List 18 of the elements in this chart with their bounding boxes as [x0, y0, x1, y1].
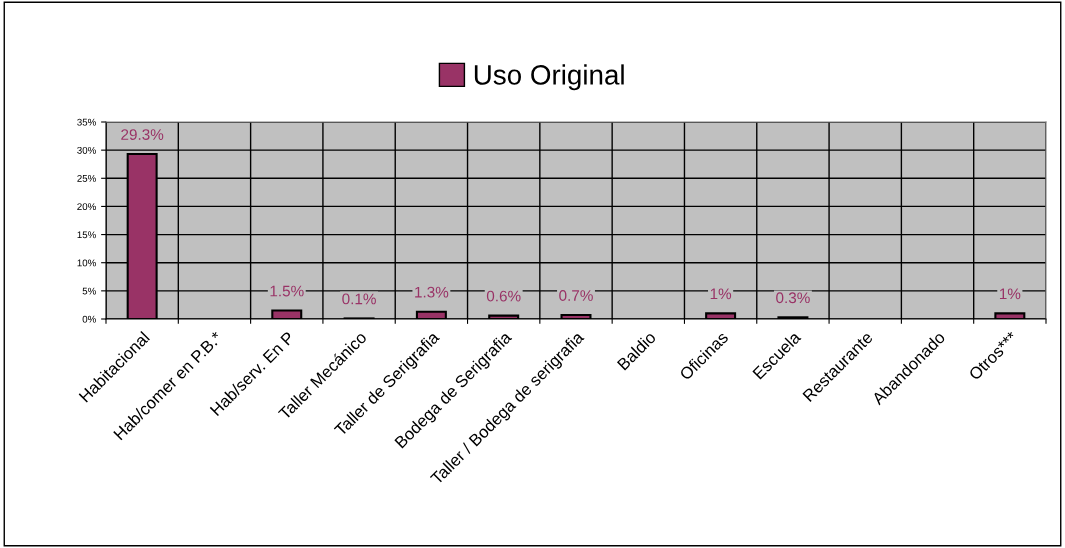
data-label: 1% — [999, 288, 1021, 300]
y-tick-label: 10% — [77, 259, 96, 267]
data-label: 0.7% — [559, 290, 593, 301]
data-label: 0.6% — [486, 290, 521, 302]
data-label: 1.5% — [270, 285, 304, 297]
y-tick-label: 5% — [82, 287, 96, 295]
legend-label: Uso Original — [474, 64, 624, 91]
y-tick-label: 20% — [77, 203, 96, 211]
data-label: 29.3% — [121, 129, 164, 140]
y-tick-label: 25% — [77, 175, 96, 182]
y-tick-label: 15% — [77, 231, 96, 239]
y-tick-label: 30% — [77, 146, 96, 154]
data-label: 0.3% — [776, 292, 810, 304]
data-label: 1% — [710, 288, 732, 300]
data-label: 0.1% — [342, 293, 376, 305]
y-tick-label: 35% — [77, 118, 96, 126]
data-label: 1.3% — [415, 286, 449, 298]
y-tick-label: 0% — [82, 315, 96, 323]
